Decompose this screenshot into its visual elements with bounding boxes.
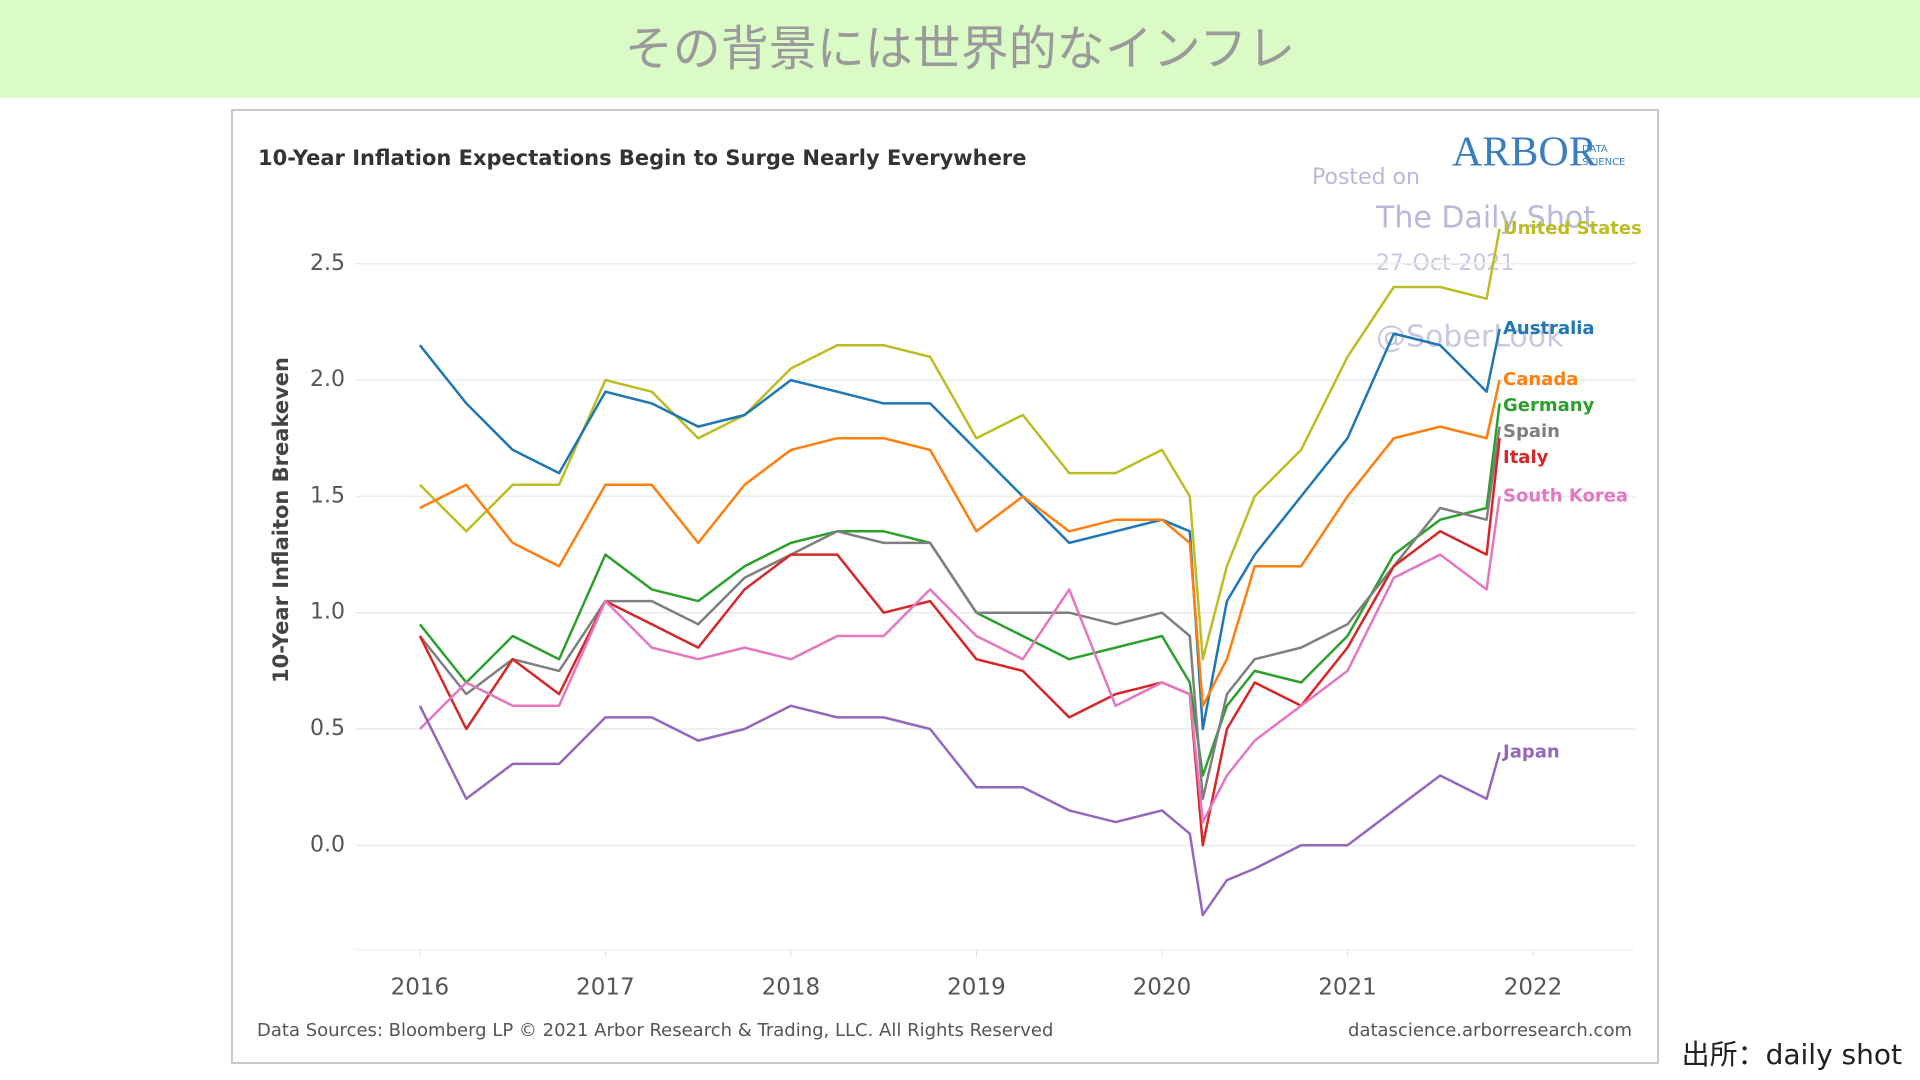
x-tick-label: 2021 <box>1318 975 1377 1001</box>
chart-frame <box>231 109 1659 1064</box>
logo: ARBOR <box>1452 130 1597 176</box>
series-label: Japan <box>1501 741 1560 762</box>
y-tick-label: 2.0 <box>310 367 345 392</box>
series-line <box>419 228 1501 661</box>
series-label: Canada <box>1503 369 1578 390</box>
y-tick-label: 0.0 <box>310 832 345 857</box>
footer-right: datascience.arborresearch.com <box>1348 1020 1632 1041</box>
x-tick-label: 2016 <box>391 975 450 1001</box>
x-tick-label: 2019 <box>947 975 1006 1001</box>
watermark: The Daily Shot <box>1375 201 1595 236</box>
series-label: South Korea <box>1503 485 1628 506</box>
y-tick-label: 1.5 <box>310 483 345 508</box>
watermark: Posted on <box>1312 165 1420 190</box>
y-axis-label: 10-Year Inflaiton Breakeven <box>269 357 293 683</box>
series-line <box>419 379 1501 708</box>
y-tick-label: 1.0 <box>310 600 345 625</box>
header-band <box>0 0 1920 98</box>
plot: 0.0 0.5 1.0 1.5 2.0 2.5 2016 2017 2018 2019 2020 20… <box>310 218 1642 1001</box>
chart-title: 10-Year Inflation Expectations Begin to … <box>258 146 1026 170</box>
series-label: Italy <box>1503 447 1549 468</box>
series-label: Germany <box>1503 395 1595 416</box>
logo-sub: SCIENCE <box>1582 157 1625 168</box>
series-line <box>418 426 1501 801</box>
y-tick-label: 2.5 <box>310 251 345 276</box>
footer-left: Data Sources: Bloomberg LP © 2021 Arbor … <box>257 1020 1053 1041</box>
series-line <box>418 704 1501 917</box>
x-tick-label: 2020 <box>1133 975 1192 1001</box>
x-tick-label: 2018 <box>762 975 821 1001</box>
series-line <box>419 496 1501 824</box>
series-label: United States <box>1503 218 1642 239</box>
y-tick-label: 0.5 <box>310 716 345 741</box>
logo-sub: DATA <box>1582 144 1608 155</box>
x-tick-label: 2017 <box>576 975 635 1001</box>
slide-title: その背景には世界的なインフレ <box>625 21 1296 77</box>
series-line <box>418 438 1501 847</box>
x-tick-label: 2022 <box>1504 975 1563 1001</box>
source: 出所：daily shot <box>1682 1038 1902 1071</box>
series-line <box>418 403 1501 777</box>
series-label: Australia <box>1503 318 1595 339</box>
series-label: Spain <box>1503 421 1560 442</box>
